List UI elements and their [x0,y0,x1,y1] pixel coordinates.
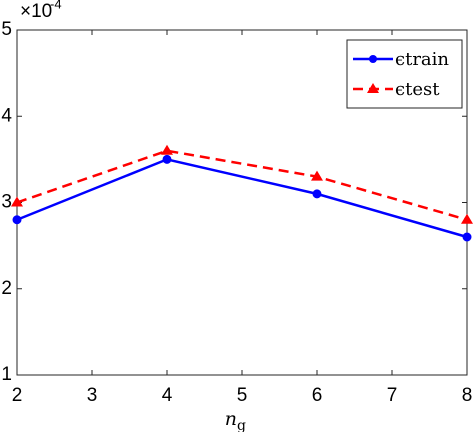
x-tick-label: 5 [237,385,248,406]
series-line [16,158,468,239]
x-axis-label: n [225,408,237,430]
x-tick-label: 8 [462,385,473,406]
point [312,189,322,199]
point [161,144,173,155]
y-tick-label: 3 [1,192,12,213]
legend-label: ϵtrain [395,49,449,70]
y-tick-label: 4 [1,105,12,126]
x-tick-label: 3 [87,385,98,406]
point [12,215,22,225]
y-tick-label: 1 [1,364,12,385]
point [311,170,323,181]
y-multiplier: ×10 [20,1,52,22]
legend-label: ϵtest [395,79,440,100]
point [162,154,172,164]
x-tick-label: 4 [162,385,173,406]
point [462,232,472,242]
x-tick-label: 6 [312,385,323,406]
y-tick-label: 2 [1,278,12,299]
point [461,213,473,224]
y-tick-label: 5 [1,19,12,40]
y-multiplier-exponent: -4 [50,0,62,11]
legend-marker [367,83,379,93]
legend-box [346,39,463,109]
x-axis-label-subscript: g [237,418,246,432]
point [11,196,23,207]
legend-marker [369,55,377,63]
series-line [16,149,468,221]
x-tick-label: 7 [387,385,398,406]
x-tick-label: 2 [12,385,23,406]
